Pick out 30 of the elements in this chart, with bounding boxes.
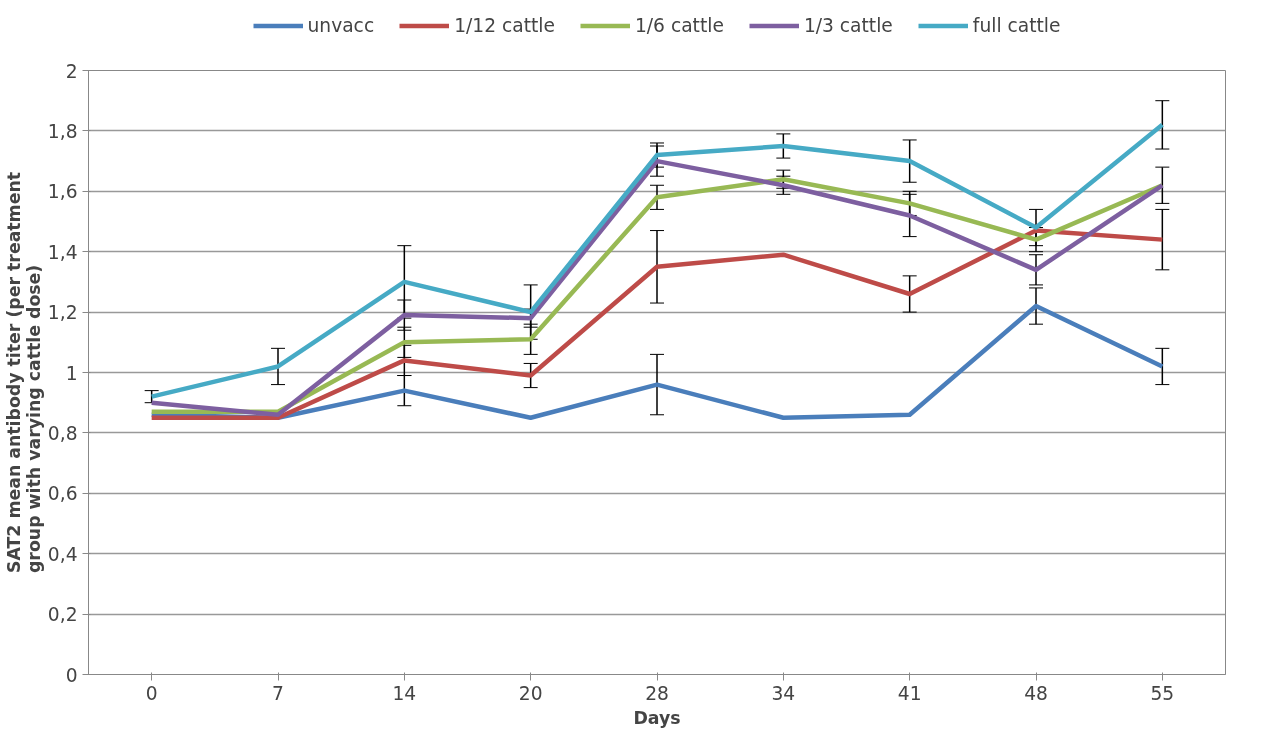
x-axis-title: Days (633, 707, 681, 728)
y-tick-label: 1,6 (47, 181, 78, 203)
line-series (149, 122, 1165, 399)
y-tick-label: 0,2 (47, 604, 78, 626)
y-tick-label: 1,4 (47, 241, 78, 263)
legend-label: 1/3 cattle (803, 14, 893, 36)
x-tick-label: 0 (145, 682, 158, 704)
x-tick-label: 34 (771, 682, 796, 704)
legend-label: 1/12 cattle (454, 14, 555, 36)
y-tick-label: 1,2 (47, 302, 78, 324)
y-tick-label: 0,6 (47, 483, 78, 505)
x-tick-label: 28 (645, 682, 669, 704)
x-tick-label: 48 (1024, 682, 1048, 704)
legend-label: full cattle (972, 14, 1061, 36)
line-series (149, 228, 1165, 421)
y-tick-label: 0,8 (47, 422, 78, 444)
legend-label: 1/6 cattle (634, 14, 724, 36)
y-tick-label: 0,4 (47, 543, 78, 565)
legend-label: unvacc (307, 14, 375, 36)
y-tick-label: 0 (65, 664, 78, 686)
x-tick-label: 14 (392, 682, 417, 704)
x-tick-label: 41 (897, 682, 922, 704)
x-tick-label: 20 (518, 682, 543, 704)
y-tick-label: 2 (65, 60, 78, 82)
y-tick-label: 1,8 (47, 120, 78, 142)
y-tick-label: 1 (65, 362, 78, 384)
line-series (149, 303, 1165, 421)
y-axis-title: SAT2 mean antibody titer (per treatment group with varying cattle dose) (3, 171, 44, 574)
x-tick-label: 55 (1150, 682, 1175, 704)
x-tick-label: 7 (272, 682, 284, 704)
